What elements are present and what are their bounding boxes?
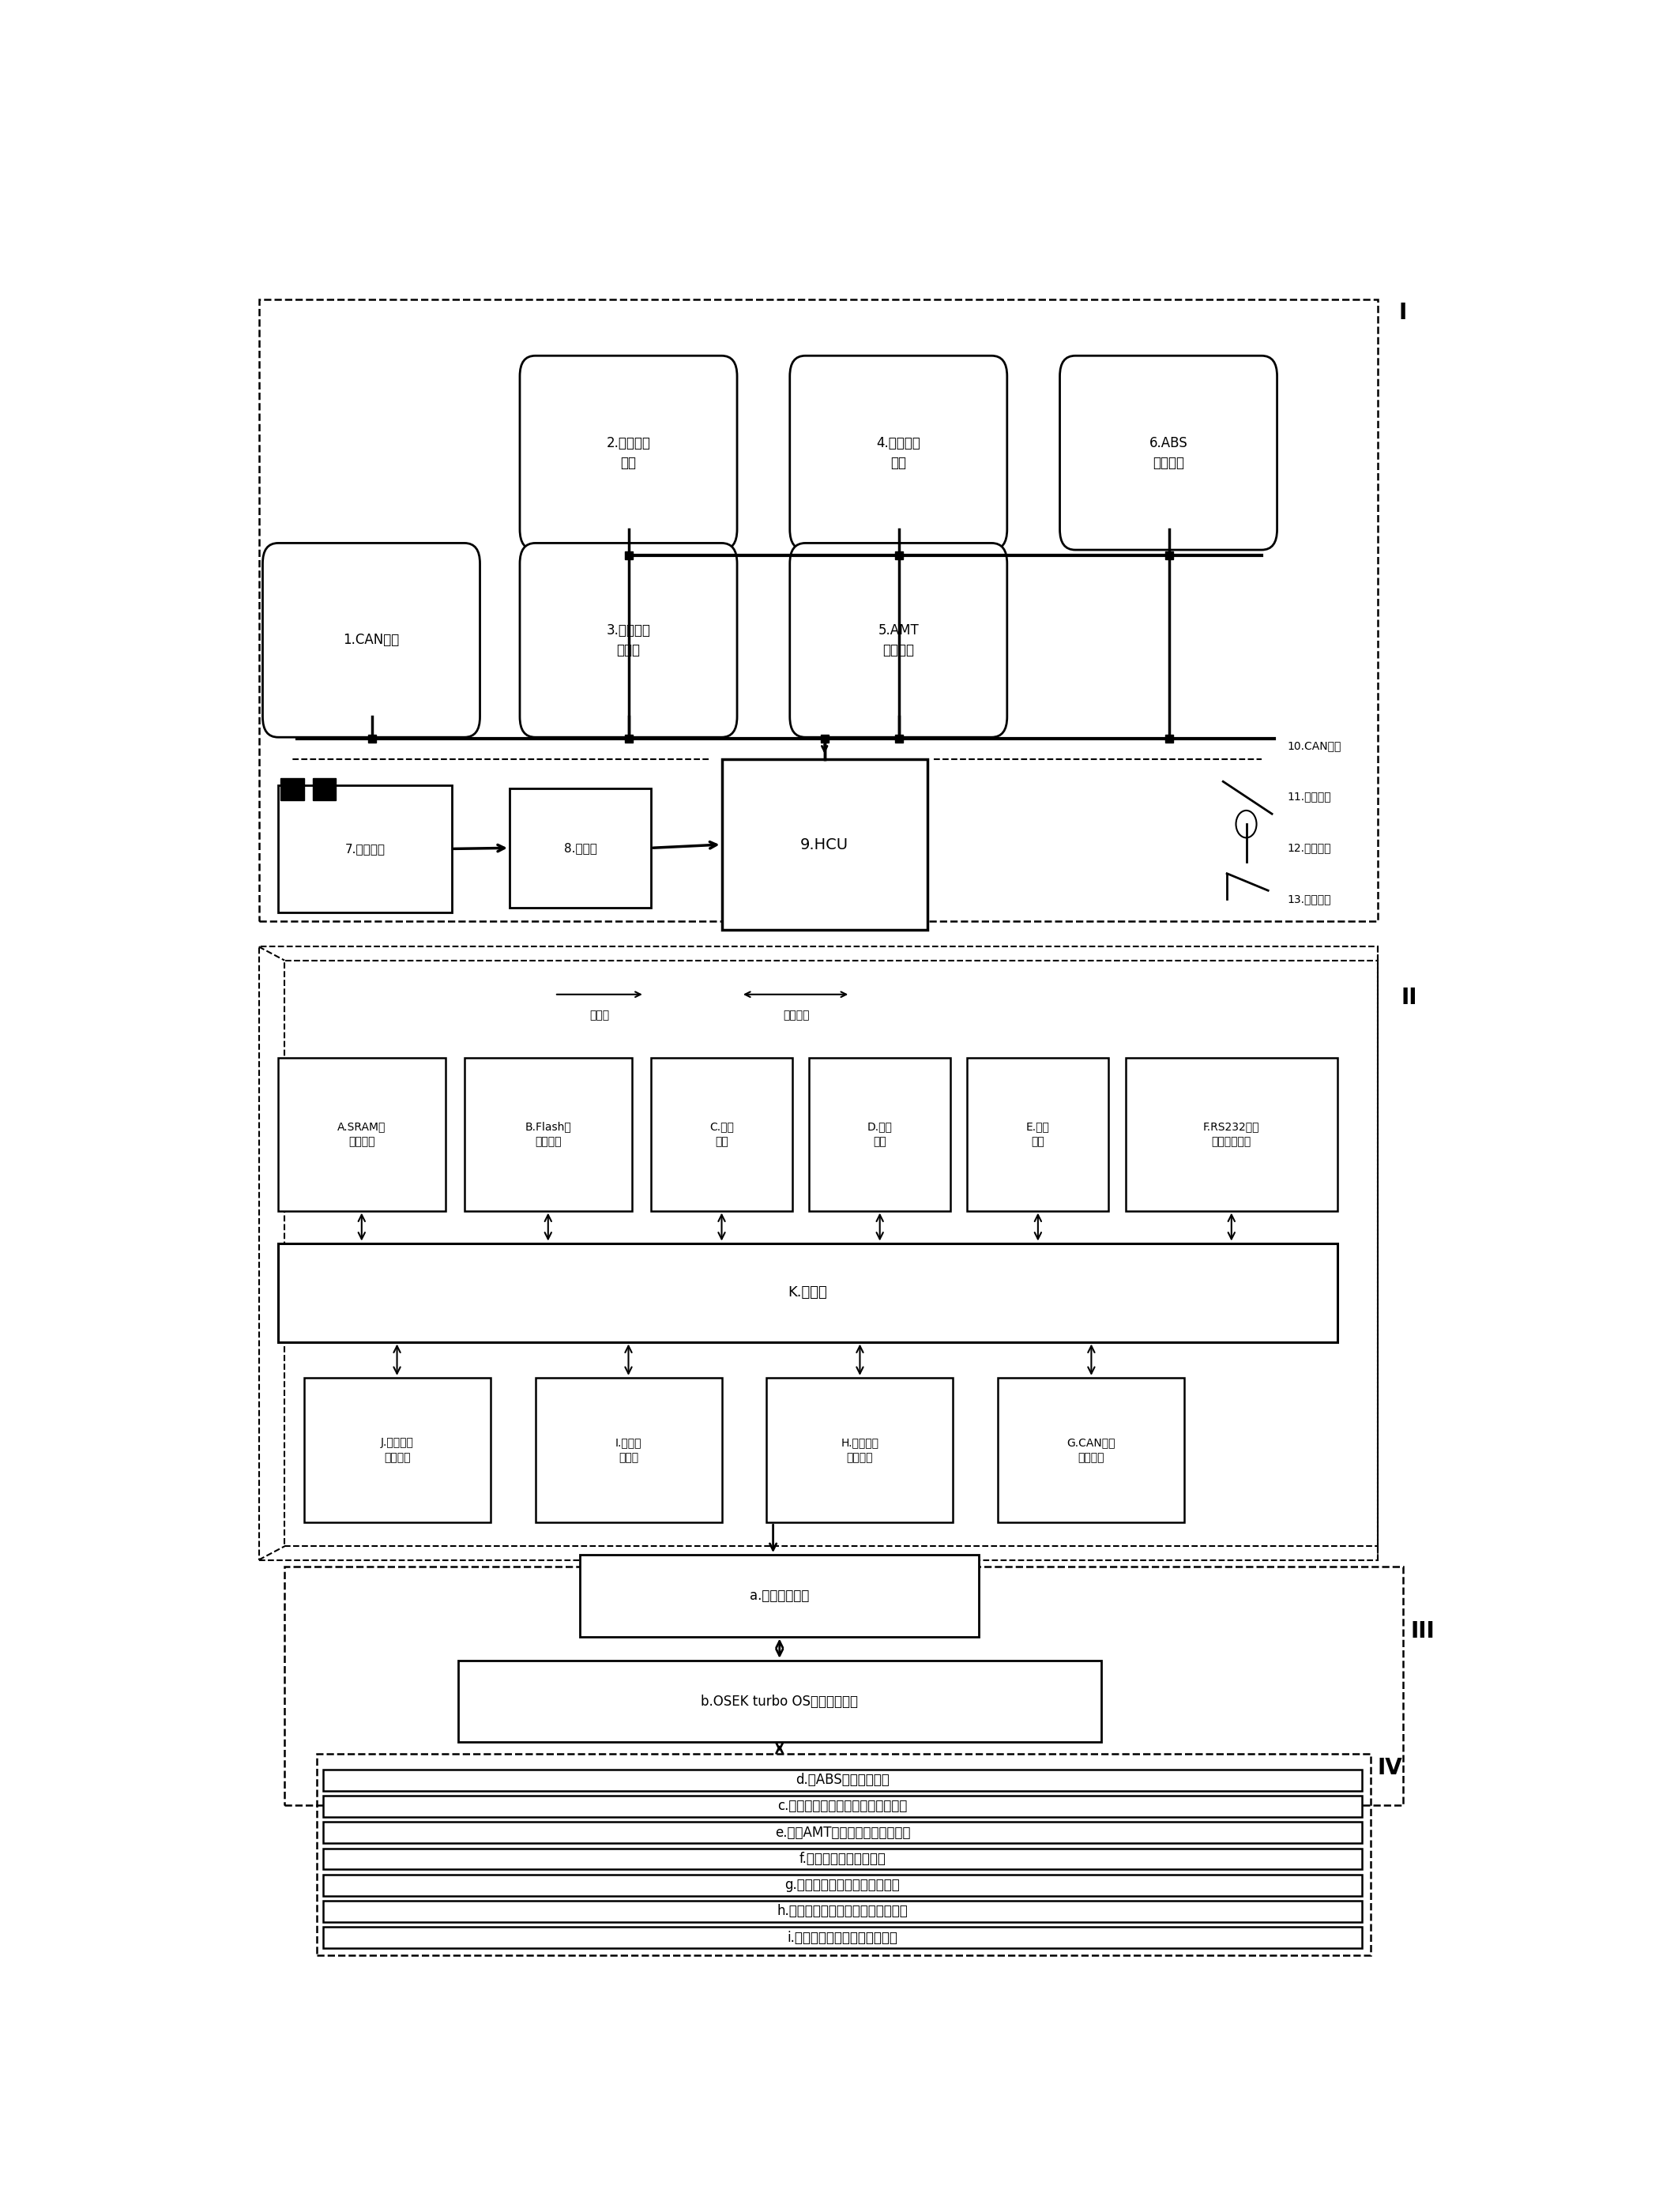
- Bar: [465, 1057, 632, 1210]
- Text: C.复位
电路: C.复位 电路: [710, 1121, 733, 1148]
- Bar: [581, 1555, 979, 1637]
- Text: IV: IV: [1377, 1756, 1404, 1778]
- Bar: [1125, 1057, 1337, 1210]
- Text: 12.换挡手柄: 12.换挡手柄: [1287, 843, 1331, 854]
- Bar: [317, 1754, 1370, 1955]
- Text: I.脉冲输
入电路: I.脉冲输 入电路: [615, 1438, 642, 1464]
- Text: 1.CAN仪表: 1.CAN仪表: [343, 633, 400, 648]
- Bar: [279, 785, 451, 914]
- Text: b.OSEK turbo OS实时操作系统: b.OSEK turbo OS实时操作系统: [700, 1694, 858, 1708]
- FancyBboxPatch shape: [1060, 356, 1277, 551]
- Bar: [259, 299, 1377, 920]
- Bar: [285, 960, 1377, 1546]
- Bar: [285, 1566, 1404, 1805]
- Text: f.电机主动补偿控制模块: f.电机主动补偿控制模块: [800, 1851, 886, 1867]
- Text: E.供电
电路: E.供电 电路: [1027, 1121, 1050, 1148]
- Bar: [280, 779, 304, 801]
- Bar: [304, 1378, 491, 1522]
- Bar: [458, 1661, 1102, 1743]
- Text: 5.AMT
控制单元: 5.AMT 控制单元: [878, 624, 919, 657]
- Text: H.模拟输入
输出电路: H.模拟输入 输出电路: [841, 1438, 879, 1464]
- Text: a.硬件底层驱动: a.硬件底层驱动: [750, 1588, 810, 1604]
- Text: d.与ABS协调控制模块: d.与ABS协调控制模块: [796, 1772, 889, 1787]
- FancyBboxPatch shape: [262, 544, 479, 737]
- Bar: [650, 1057, 793, 1210]
- Bar: [324, 1874, 1362, 1896]
- Bar: [324, 1900, 1362, 1922]
- Circle shape: [1236, 810, 1256, 838]
- Text: 7.车载电源: 7.车载电源: [345, 843, 385, 854]
- Bar: [324, 1927, 1362, 1949]
- Bar: [967, 1057, 1108, 1210]
- Text: F.RS232串行
通讯接口电路: F.RS232串行 通讯接口电路: [1203, 1121, 1259, 1148]
- Bar: [324, 1849, 1362, 1869]
- FancyBboxPatch shape: [519, 356, 737, 551]
- Text: D.时钟
电路: D.时钟 电路: [868, 1121, 893, 1148]
- Text: K.处理器: K.处理器: [788, 1285, 828, 1301]
- Bar: [810, 1057, 951, 1210]
- Text: B.Flash程
序存储器: B.Flash程 序存储器: [524, 1121, 571, 1148]
- Bar: [279, 1057, 445, 1210]
- Text: J.数字输入
输出电路: J.数字输入 输出电路: [380, 1438, 413, 1464]
- FancyBboxPatch shape: [790, 356, 1007, 551]
- Text: 4.电池控制
单元: 4.电池控制 单元: [876, 436, 921, 469]
- Text: 双向总线: 双向总线: [783, 1009, 810, 1020]
- Bar: [324, 1796, 1362, 1816]
- FancyBboxPatch shape: [519, 544, 737, 737]
- Bar: [279, 1243, 1337, 1343]
- Text: 6.ABS
控制单元: 6.ABS 控制单元: [1150, 436, 1188, 469]
- Text: A.SRAM数
据存储器: A.SRAM数 据存储器: [337, 1121, 387, 1148]
- Text: III: III: [1410, 1621, 1435, 1644]
- Text: G.CAN总线
接口电路: G.CAN总线 接口电路: [1067, 1438, 1115, 1464]
- Text: h.整车状态信息处理与显示控制模块: h.整车状态信息处理与显示控制模块: [776, 1905, 907, 1918]
- Text: 11.加速踏板: 11.加速踏板: [1287, 792, 1331, 803]
- Bar: [999, 1378, 1185, 1522]
- Text: 9.HCU: 9.HCU: [800, 836, 849, 852]
- Text: 13.制动踏板: 13.制动踏板: [1287, 894, 1331, 905]
- Bar: [324, 1823, 1362, 1843]
- Text: c.整车上电自检与故障诊断控制模块: c.整车上电自检与故障诊断控制模块: [778, 1798, 907, 1814]
- Text: 10.CAN总线: 10.CAN总线: [1287, 741, 1342, 752]
- Bar: [314, 779, 335, 801]
- Bar: [509, 787, 650, 907]
- Text: e.辅助AMT主动换挡协调控制模块: e.辅助AMT主动换挡协调控制模块: [775, 1825, 911, 1840]
- Text: 8.钥匙门: 8.钥匙门: [564, 843, 597, 854]
- Bar: [722, 759, 927, 929]
- Text: I: I: [1399, 303, 1407, 325]
- Text: 信号线: 信号线: [589, 1009, 609, 1020]
- Bar: [324, 1770, 1362, 1790]
- Bar: [259, 947, 1377, 1559]
- Bar: [536, 1378, 722, 1522]
- Text: II: II: [1402, 987, 1418, 1009]
- Text: 3.发动机控
制单元: 3.发动机控 制单元: [607, 624, 650, 657]
- Text: 2.电机控制
单元: 2.电机控制 单元: [607, 436, 650, 469]
- FancyBboxPatch shape: [790, 544, 1007, 737]
- Text: i.发动机怠速停机主动控制模块: i.发动机怠速停机主动控制模块: [788, 1931, 898, 1944]
- Text: g.模式切换与能量管理控制模块: g.模式切换与能量管理控制模块: [785, 1878, 901, 1891]
- Bar: [766, 1378, 952, 1522]
